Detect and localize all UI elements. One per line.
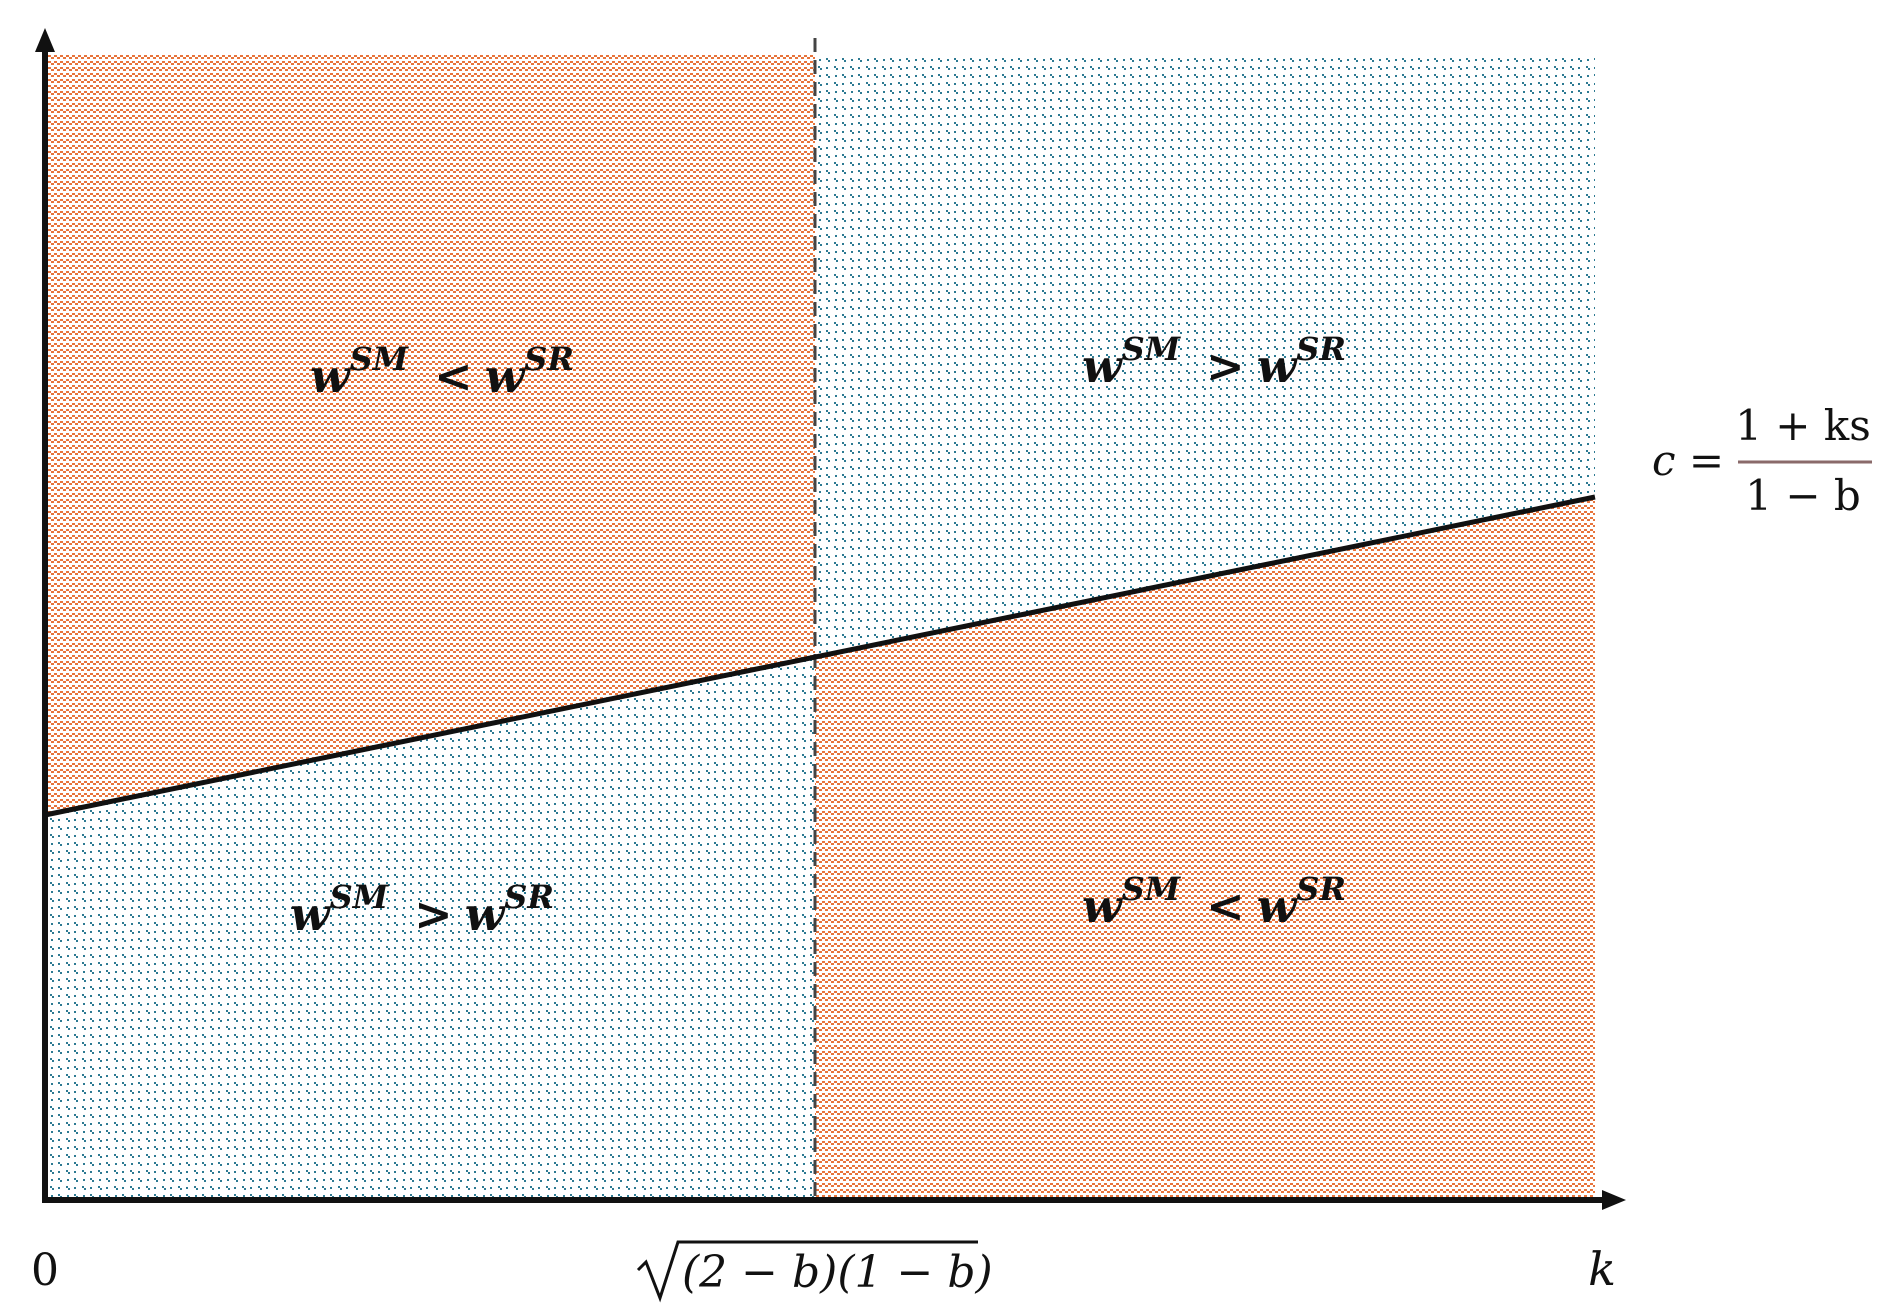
svg-text:(2 − b)(1 − b): (2 − b)(1 − b): [682, 1247, 993, 1298]
region-top-right: [815, 55, 1595, 655]
region-bottom-left: [45, 655, 815, 1198]
curve-numerator: 1 + ks: [1735, 401, 1871, 450]
label-bottom-left: wSM > wSR: [290, 878, 554, 941]
origin-label: 0: [31, 1245, 59, 1296]
curve-equation-label: c = 1 + ks 1 − b: [1652, 401, 1872, 520]
sqrt-sign-icon: [636, 1240, 978, 1303]
region-bottom-right: [815, 497, 1595, 1198]
label-top-left: wSM < wSR: [310, 340, 574, 403]
label-bottom-right: wSM < wSR: [1082, 870, 1346, 933]
label-top-right: wSM > wSR: [1082, 330, 1346, 393]
x-axis-arrow-icon: [1602, 1190, 1626, 1210]
x-axis-name: k: [1588, 1242, 1616, 1296]
threshold-label: (2 − b)(1 − b): [636, 1240, 993, 1303]
x-axis: [42, 1190, 1626, 1210]
y-axis-arrow-icon: [35, 28, 55, 52]
threshold-curve-line: [44, 494, 1596, 818]
region-top-left: [45, 55, 815, 815]
curve-denominator: 1 − b: [1745, 471, 1861, 520]
y-axis: [35, 28, 55, 1203]
curve-lhs: c =: [1652, 436, 1724, 485]
